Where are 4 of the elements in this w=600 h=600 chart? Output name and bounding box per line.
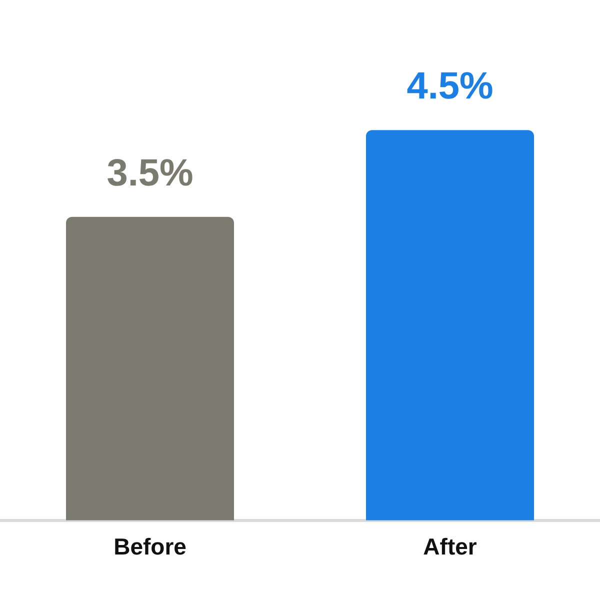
x-tick-label: After <box>423 534 477 560</box>
data-label: 3.5% <box>106 152 194 194</box>
x-tick-label: Before <box>114 534 186 560</box>
data-label: 4.5% <box>406 66 494 108</box>
